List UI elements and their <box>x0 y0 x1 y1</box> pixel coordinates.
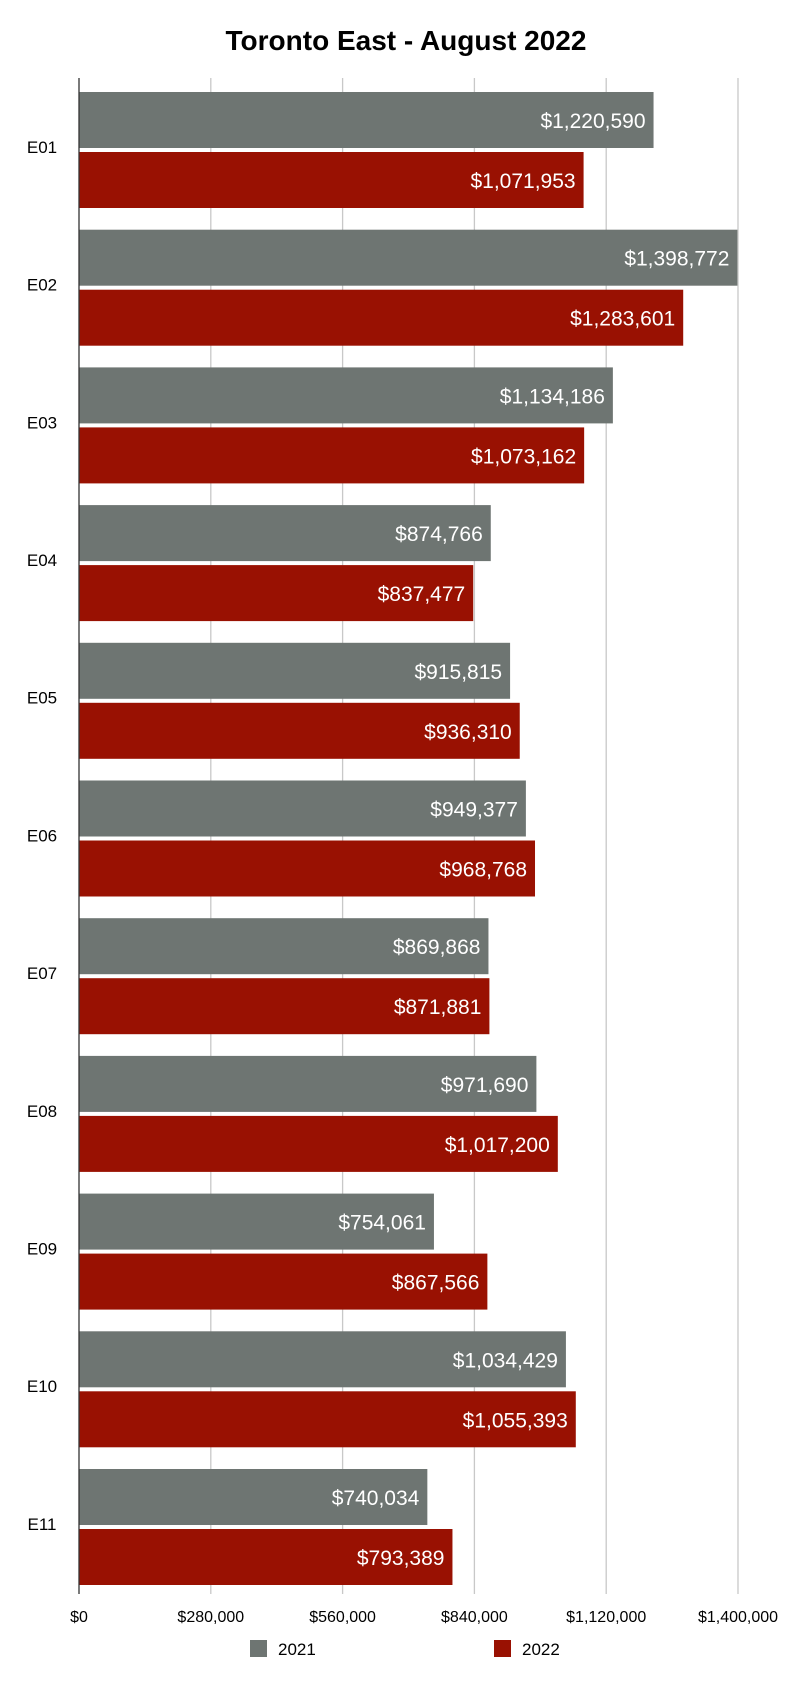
bar-2022-E11 <box>79 1529 453 1585</box>
bar-data-label: $793,389 <box>357 1547 445 1570</box>
bar-data-label: $1,283,601 <box>570 308 675 331</box>
bar-2021-E07 <box>79 918 489 975</box>
legend-swatch-2022 <box>494 1640 511 1657</box>
bar-2022-E01 <box>79 152 584 208</box>
bar-data-label: $1,134,186 <box>500 385 605 408</box>
category-labels: E01 E02 E03 E04 E05 E06 E07 E08 E09 E10 E11 <box>27 138 57 1534</box>
bar-2021-E09 <box>79 1193 434 1250</box>
x-tick-label: $1,400,000 <box>698 1609 778 1626</box>
x-tick-label: $280,000 <box>177 1609 244 1626</box>
bar-data-label: $1,055,393 <box>463 1409 568 1432</box>
bar-2022-E06 <box>79 840 536 897</box>
bar-data-label: $874,766 <box>395 523 483 546</box>
bar-2022-E02 <box>79 289 684 346</box>
category-label: E11 <box>28 1515 57 1534</box>
bar-2021-E10 <box>79 1331 566 1388</box>
bars: $1,220,590 $1,071,953 $1,398,772 $1,283,601… <box>79 92 738 1585</box>
category-label: E08 <box>27 1102 57 1121</box>
bar-2022-E03 <box>79 427 585 484</box>
category-label: E10 <box>27 1377 57 1396</box>
bar-2021-E04 <box>79 505 491 562</box>
bar-2021-E01 <box>79 92 654 148</box>
bar-2022-E05 <box>79 702 520 759</box>
bar-data-label: $1,220,590 <box>540 110 645 133</box>
bar-data-label: $949,377 <box>430 799 518 822</box>
x-axis-ticks: $0 $280,000 $560,000 $840,000 $1,120,000 $1,4… <box>70 1609 778 1626</box>
bar-2021-E06 <box>79 780 526 837</box>
category-label: E05 <box>27 689 57 708</box>
legend-label: 2022 <box>522 1640 560 1659</box>
bar-data-label: $968,768 <box>439 859 527 882</box>
category-label: E09 <box>27 1239 57 1258</box>
bar-2021-E11 <box>79 1469 428 1525</box>
category-label: E03 <box>27 413 57 432</box>
bar-2022-E10 <box>79 1391 576 1448</box>
bar-data-label: $867,566 <box>392 1272 480 1295</box>
bar-2022-E09 <box>79 1253 488 1310</box>
bar-2021-E08 <box>79 1055 537 1112</box>
category-label: E02 <box>27 276 57 295</box>
bar-data-label: $1,398,772 <box>624 248 729 271</box>
bar-data-label: $1,071,953 <box>470 170 575 193</box>
bar-2021-E05 <box>79 642 511 699</box>
category-label: E01 <box>27 138 57 157</box>
bar-2022-E07 <box>79 978 490 1035</box>
bar-data-label: $869,868 <box>393 936 481 959</box>
bar-data-label: $1,034,429 <box>453 1349 558 1372</box>
category-label: E04 <box>27 551 57 570</box>
bar-data-label: $754,061 <box>338 1212 426 1235</box>
x-tick-label: $840,000 <box>441 1609 508 1626</box>
bar-data-label: $740,034 <box>332 1487 420 1510</box>
legend: 2021 2022 <box>250 1640 560 1659</box>
x-tick-label: $560,000 <box>309 1609 376 1626</box>
bar-data-label: $1,073,162 <box>471 445 576 468</box>
bar-2021-E03 <box>79 367 613 424</box>
bar-data-label: $837,477 <box>378 583 466 606</box>
legend-label: 2021 <box>278 1640 316 1659</box>
chart-title: Toronto East - August 2022 <box>226 25 587 56</box>
bar-2022-E08 <box>79 1115 558 1172</box>
bar-data-label: $915,815 <box>414 661 502 684</box>
bar-data-label: $871,881 <box>394 996 482 1019</box>
x-tick-label: $1,120,000 <box>566 1609 646 1626</box>
legend-swatch-2021 <box>250 1640 267 1657</box>
category-label: E07 <box>27 964 57 983</box>
x-tick-label: $0 <box>70 1609 88 1626</box>
bar-2022-E04 <box>79 565 474 622</box>
bar-data-label: $936,310 <box>424 721 512 744</box>
bar-2021-E02 <box>79 229 738 286</box>
bar-data-label: $971,690 <box>441 1074 529 1097</box>
category-label: E06 <box>27 826 57 845</box>
bar-data-label: $1,017,200 <box>445 1134 550 1157</box>
